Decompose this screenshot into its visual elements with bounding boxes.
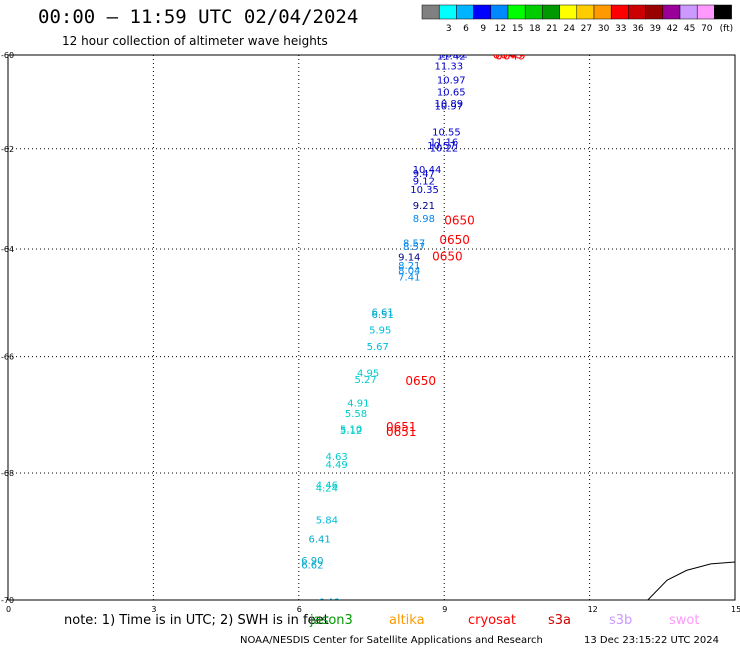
legend-unit: (ft) (720, 24, 734, 34)
color-legend: 3 6 9 12 15 18 21 24 27 30 33 36 39 42 45 70 (ft) (421, 4, 734, 34)
wave-height-label: 8.04 (398, 266, 420, 277)
wave-height-label: 8.21 (398, 261, 420, 272)
legend-label: 6 (463, 24, 469, 34)
legend-label: 15 (512, 24, 523, 34)
legend-label: 27 (581, 24, 592, 34)
satellite-label-cryosat: cryosat (468, 613, 516, 628)
satellite-label-swot: swot (669, 613, 700, 628)
latitude-tick-label: -70 (1, 596, 14, 605)
legend-label: 18 (529, 24, 541, 34)
wave-height-label: 9.14 (398, 252, 420, 263)
wave-height-label: 6.62 (301, 560, 323, 571)
updated-timestamp: 13 Dec 23:15:22 UTC 2024 (584, 635, 719, 646)
satellite-label-s3a: s3a (548, 613, 572, 628)
wave-height-label: 4.49 (325, 460, 347, 471)
wave-height-label: 5.84 (316, 516, 338, 527)
wave-height-label: 9.47 (413, 169, 435, 180)
wave-height-label: 5.67 (367, 342, 389, 353)
wave-height-label: 6.51 (372, 310, 394, 321)
wave-height-label: 7.41 (398, 272, 420, 283)
credit-text: NOAA/NESDIS Center for Satellite Applica… (240, 635, 543, 646)
wave-height-label: 6.03 (318, 597, 340, 608)
legend-label: 12 (495, 24, 506, 34)
wave-height-label: 11.42 (437, 52, 466, 63)
latitude-tick-label: -66 (1, 353, 14, 362)
map-subtitle: 12 hour collection of altimeter wave hei… (62, 34, 328, 48)
coastline (647, 561, 735, 600)
wave-height-label: 11.16 (430, 137, 459, 148)
legend-label: 9 (480, 24, 486, 34)
latitude-tick-label: -60 (1, 51, 14, 60)
wave-height-label: 5.10 (340, 424, 362, 435)
pass-time-label: 0650 (405, 374, 436, 388)
legend-label: 39 (649, 24, 661, 34)
legend-label: 33 (615, 24, 626, 34)
pass-time-label: 0649 (493, 48, 524, 62)
satellite-label-jason3: jason3 (310, 613, 353, 628)
longitude-tick-label: 0 (6, 605, 11, 614)
wave-height-label: 4.95 (357, 368, 379, 379)
wave-height-label: 4.24 (316, 483, 338, 494)
legend-swatch (714, 4, 732, 20)
wave-height-label: 6.61 (372, 307, 394, 318)
legend-label: 36 (632, 24, 644, 34)
wave-height-label: 8.98 (413, 214, 435, 225)
legend-label: 21 (546, 24, 557, 34)
wave-height-label: 10.65 (437, 88, 466, 99)
wave-height-label: 5.27 (355, 375, 377, 386)
wave-height-label: 10.35 (410, 185, 439, 196)
latitude-tick-label: -68 (1, 469, 14, 478)
footer-note: note: 1) Time is in UTC; 2) SWH is in fe… (64, 613, 329, 628)
legend-label: 45 (684, 24, 695, 34)
wave-height-label: 8.57 (403, 238, 425, 249)
wave-height-label: 6.41 (308, 535, 330, 546)
wave-height-label: 10.89 (435, 99, 464, 110)
wave-height-label: 10.97 (435, 102, 464, 113)
satellite-label-altika: altika (389, 613, 425, 628)
pass-time-label: 0649 (495, 49, 526, 63)
longitude-tick-label: 3 (151, 605, 156, 614)
longitude-tick-label: 15 (731, 605, 740, 614)
wave-height-label: 4.91 (347, 399, 369, 410)
wave-height-label: 5.12 (340, 426, 362, 437)
wave-height-label: 8.57 (403, 242, 425, 253)
wave-height-label: 6.90 (301, 556, 323, 567)
longitude-tick-label: 6 (297, 605, 302, 614)
legend-label: 24 (563, 24, 575, 34)
map-frame (7, 54, 736, 601)
latitude-tick-label: -64 (1, 245, 14, 254)
pass-time-label: 0651 (386, 425, 417, 439)
wave-height-label: 9.12 (413, 177, 435, 188)
pass-time-label: 0651 (386, 420, 417, 434)
wave-height-label: 10.97 (437, 75, 466, 86)
wave-height-label: 4.63 (325, 452, 347, 463)
satellite-label-s3b: s3b (609, 613, 633, 628)
latitude-tick-label: -62 (1, 145, 14, 154)
map-title: 00:00 – 11:59 UTC 02/04/2024 (38, 6, 359, 28)
pass-time-label: 0650 (444, 213, 475, 227)
legend-label: 42 (667, 24, 678, 34)
pass-time-label: 0650 (432, 249, 463, 263)
wave-height-label: 10.82 (439, 49, 468, 60)
wave-height-label: 5.95 (369, 325, 391, 336)
pass-time-label: 0650 (439, 233, 470, 247)
wave-height-label: 10.44 (413, 165, 442, 176)
wave-height-label: 10.57 (427, 141, 456, 152)
longitude-tick-label: 12 (588, 605, 598, 614)
legend-label: 70 (701, 24, 713, 34)
wave-height-label: 4.46 (316, 480, 338, 491)
legend-label: 30 (598, 24, 610, 34)
wave-height-label: 5.58 (345, 409, 367, 420)
longitude-tick-label: 9 (442, 605, 447, 614)
wave-height-label: 9.21 (413, 201, 435, 212)
legend-label: 3 (446, 24, 452, 34)
wave-height-map: 0 3 6 9 12 15 -60 -62 -64 -66 -68 -70 10.8211.4211.3… (1, 48, 740, 614)
wave-height-label: 11.33 (435, 62, 464, 73)
wave-height-label: 10.22 (430, 144, 459, 155)
wave-height-label: 10.55 (432, 127, 461, 138)
